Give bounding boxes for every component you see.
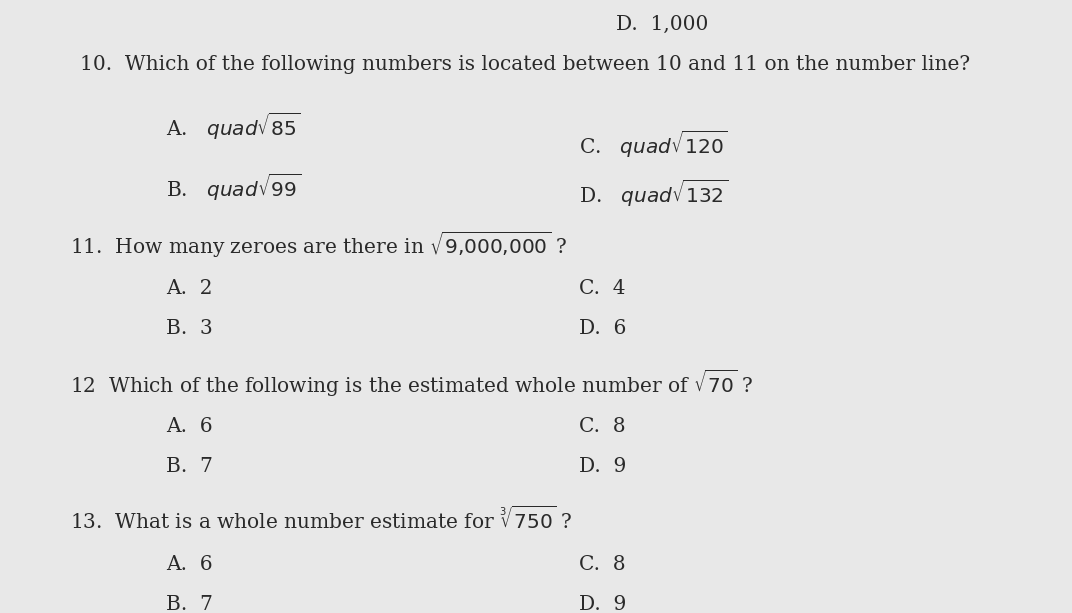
Text: A.  6: A. 6: [166, 555, 212, 574]
Text: C.  8: C. 8: [579, 417, 625, 436]
Text: 12  Which of the following is the estimated whole number of $\sqrt{70}$ ?: 12 Which of the following is the estimat…: [70, 368, 754, 399]
Text: C.   $quad \sqrt{120}$: C. $quad \sqrt{120}$: [579, 129, 727, 160]
Text: A.  6: A. 6: [166, 417, 212, 436]
Text: 11.  How many zeroes are there in $\sqrt{9{,}000{,}000}$ ?: 11. How many zeroes are there in $\sqrt{…: [70, 230, 567, 260]
Text: B.  7: B. 7: [166, 595, 213, 613]
Text: D.  6: D. 6: [579, 319, 626, 338]
Text: A.  2: A. 2: [166, 279, 212, 298]
Text: D.  1,000: D. 1,000: [616, 15, 709, 34]
Text: D.   $quad \sqrt{132}$: D. $quad \sqrt{132}$: [579, 178, 728, 209]
Text: D.  9: D. 9: [579, 595, 626, 613]
Text: C.  4: C. 4: [579, 279, 625, 298]
Text: 10.  Which of the following numbers is located between 10 and 11 on the number l: 10. Which of the following numbers is lo…: [80, 55, 970, 74]
Text: C.  8: C. 8: [579, 555, 625, 574]
Text: 13.  What is a whole number estimate for $\sqrt[3]{750}$ ?: 13. What is a whole number estimate for …: [70, 506, 572, 533]
Text: B.   $quad \sqrt{99}$: B. $quad \sqrt{99}$: [166, 172, 301, 203]
Text: A.   $quad \sqrt{85}$: A. $quad \sqrt{85}$: [166, 110, 301, 142]
Text: B.  3: B. 3: [166, 319, 213, 338]
Text: D.  9: D. 9: [579, 457, 626, 476]
Text: B.  7: B. 7: [166, 457, 213, 476]
